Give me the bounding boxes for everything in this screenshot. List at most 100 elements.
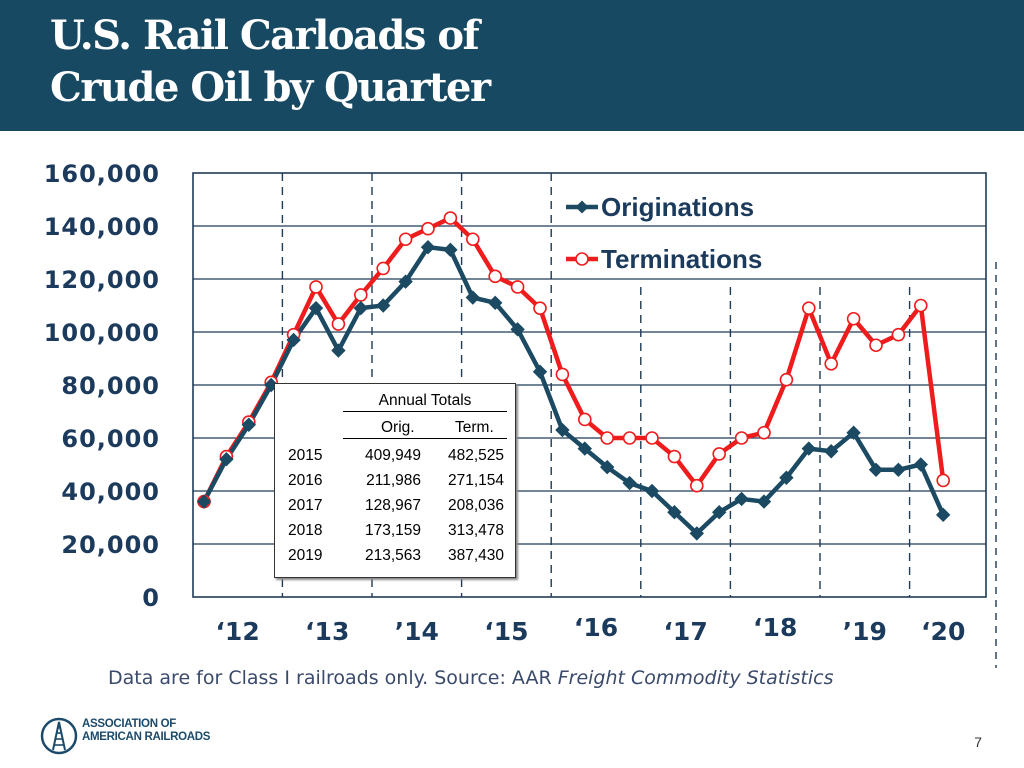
x-tick-label: ’19 bbox=[843, 617, 887, 646]
data-point-originations bbox=[823, 444, 839, 459]
data-point-terminations bbox=[891, 327, 906, 342]
slide-title: U.S. Rail Carloads of Crude Oil by Quart… bbox=[50, 10, 491, 114]
y-tick-label: 160,000 bbox=[44, 160, 160, 188]
data-point-terminations bbox=[712, 447, 727, 461]
data-point-terminations bbox=[801, 301, 816, 315]
page-number: 7 bbox=[974, 734, 982, 750]
x-tick-label: ‘13 bbox=[305, 617, 349, 646]
annual-totals-table: Annual Totals Orig. Term. 2015 409,949 482… bbox=[274, 383, 516, 578]
data-point-terminations bbox=[421, 221, 435, 236]
logo-line-2: AMERICAN RAILROADS bbox=[82, 731, 211, 743]
data-point-terminations bbox=[779, 372, 794, 387]
data-point-terminations bbox=[600, 431, 615, 445]
x-tick-label: ‘12 bbox=[215, 617, 259, 646]
data-point-originations bbox=[667, 504, 682, 520]
term-cell: 482,525 bbox=[447, 447, 504, 464]
x-tick-label: ’14 bbox=[395, 617, 439, 646]
table-row: 2017 128,967 208,036 bbox=[275, 497, 515, 521]
data-point-originations bbox=[308, 300, 324, 316]
data-point-originations bbox=[734, 491, 749, 507]
data-point-terminations bbox=[667, 449, 682, 464]
year-cell: 2018 bbox=[288, 522, 323, 539]
x-tick-label: ‘16 bbox=[574, 613, 618, 642]
data-point-originations bbox=[510, 322, 525, 337]
plot-area bbox=[192, 172, 987, 598]
data-point-terminations bbox=[757, 425, 771, 440]
data-point-originations bbox=[689, 526, 705, 541]
series-line-terminations bbox=[201, 215, 946, 503]
data-point-originations bbox=[711, 504, 727, 520]
data-point-terminations bbox=[689, 478, 704, 493]
data-point-originations bbox=[532, 364, 548, 379]
data-point-terminations bbox=[869, 338, 883, 353]
y-tick-label: 100,000 bbox=[44, 319, 160, 347]
data-point-originations bbox=[756, 494, 772, 509]
data-point-terminations bbox=[734, 431, 749, 445]
data-point-originations bbox=[779, 470, 794, 485]
table-divider bbox=[343, 438, 507, 439]
data-point-originations bbox=[891, 462, 906, 478]
legend: Originations Terminations bbox=[566, 192, 762, 274]
data-point-originations bbox=[353, 300, 369, 316]
data-point-originations bbox=[286, 332, 301, 348]
data-point-originations bbox=[913, 457, 929, 472]
data-point-originations bbox=[555, 422, 570, 438]
title-banner: U.S. Rail Carloads of Crude Oil by Quart… bbox=[0, 0, 1024, 131]
table-row: 2015 409,949 482,525 bbox=[275, 447, 515, 471]
y-tick-label: 60,000 bbox=[61, 425, 160, 453]
year-cell: 2016 bbox=[288, 472, 323, 489]
x-tick-label: ‘17 bbox=[663, 617, 707, 646]
data-point-terminations bbox=[824, 356, 839, 371]
annual-totals-title: Annual Totals bbox=[343, 392, 507, 412]
orig-cell: 213,563 bbox=[364, 547, 421, 564]
title-line-2: Crude Oil by Quarter bbox=[50, 64, 491, 111]
legend-marker bbox=[575, 200, 589, 214]
title-line-1: U.S. Rail Carloads of bbox=[50, 12, 480, 59]
data-point-originations bbox=[241, 417, 257, 432]
data-point-originations bbox=[846, 425, 861, 440]
data-point-terminations bbox=[846, 311, 861, 326]
footnote-source-title: Freight Commodity Statistics bbox=[557, 667, 834, 689]
data-point-originations bbox=[465, 290, 481, 305]
data-point-originations bbox=[420, 239, 436, 255]
legend-label: Originations bbox=[601, 192, 754, 222]
data-point-originations bbox=[644, 483, 660, 499]
data-point-terminations bbox=[443, 211, 458, 225]
data-point-terminations bbox=[331, 317, 346, 331]
col-header-term: Term. bbox=[455, 419, 494, 436]
data-point-terminations bbox=[533, 301, 547, 315]
line-chart: 0 20,000 40,000 60,000 80,000 100,000 120,000 1… bbox=[44, 160, 997, 668]
term-cell: 271,154 bbox=[447, 472, 504, 489]
aar-logo: ASSOCIATION OF AMERICAN RAILROADS bbox=[40, 716, 240, 756]
col-header-orig: Orig. bbox=[381, 419, 415, 436]
orig-cell: 173,159 bbox=[364, 522, 421, 539]
x-tick-label: ‘20 bbox=[921, 617, 965, 646]
year-cell: 2015 bbox=[288, 447, 323, 464]
railroad-logo-icon bbox=[40, 717, 78, 755]
legend-marker bbox=[575, 252, 589, 266]
term-cell: 313,478 bbox=[447, 522, 504, 539]
data-point-originations bbox=[868, 462, 884, 478]
data-point-terminations bbox=[353, 288, 368, 302]
data-point-terminations bbox=[577, 412, 592, 427]
logo-wordmark: ASSOCIATION OF AMERICAN RAILROADS bbox=[82, 718, 210, 744]
data-point-originations bbox=[622, 475, 637, 491]
year-cell: 2017 bbox=[288, 497, 323, 514]
data-point-terminations bbox=[510, 280, 525, 294]
x-tick-label: ‘18 bbox=[753, 613, 797, 642]
table-row: 2019 213,563 387,430 bbox=[275, 547, 515, 571]
y-tick-label: 20,000 bbox=[61, 531, 160, 559]
data-point-terminations bbox=[376, 261, 391, 276]
data-point-originations bbox=[801, 441, 817, 456]
data-point-terminations bbox=[555, 367, 570, 382]
data-point-originations bbox=[487, 295, 503, 311]
y-tick-label: 0 bbox=[142, 584, 160, 612]
footnote: Data are for Class I railroads only. Sou… bbox=[108, 667, 833, 689]
data-point-terminations bbox=[622, 431, 637, 445]
series-line-originations bbox=[202, 244, 946, 536]
table-row: 2018 173,159 313,478 bbox=[275, 522, 515, 546]
data-point-terminations bbox=[645, 431, 659, 445]
legend-label: Terminations bbox=[601, 244, 762, 274]
data-point-originations bbox=[219, 451, 234, 467]
x-tick-label: ‘15 bbox=[484, 617, 528, 646]
